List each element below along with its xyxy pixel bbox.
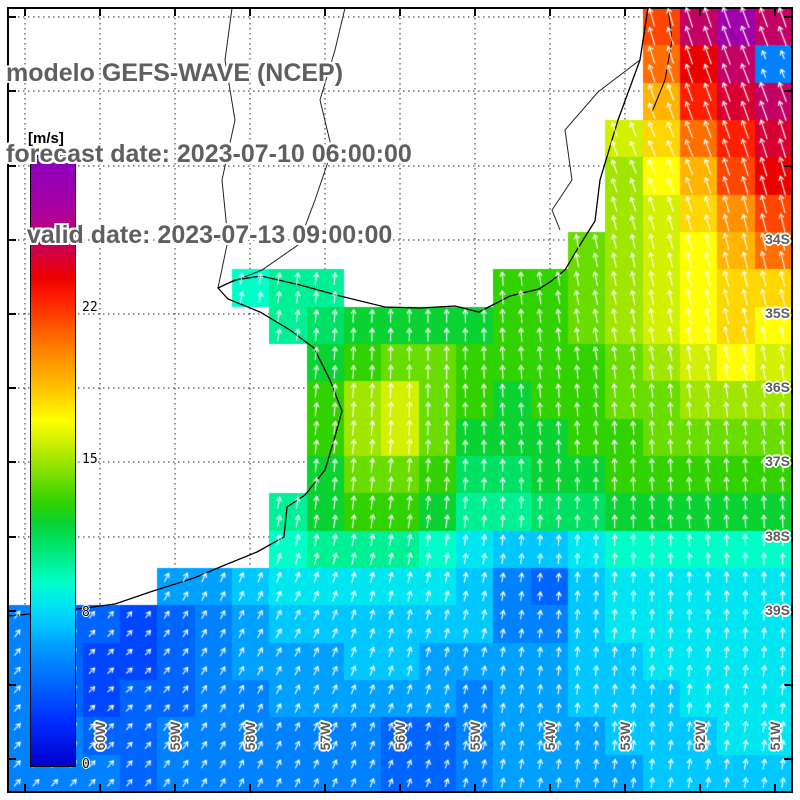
colorbar-tick-label: 15 [82,452,98,467]
colorbar [30,155,76,767]
lon-label: 59W [167,721,183,751]
lon-label: 60W [92,721,108,751]
colorbar-tick-label: 8 [82,604,90,620]
colorbar-tick-label: 0 [82,757,90,772]
lat-label: 35S [765,305,790,321]
lat-label: 38S [765,528,790,544]
title-block: modelo GEFS-WAVE (NCEP) forecast date: 2… [6,6,412,303]
colorbar-unit-label: [m/s] [28,130,64,147]
lat-label: 36S [765,379,790,395]
colorbar-tick-label: 22 [82,299,98,315]
lat-label: 39S [765,602,790,618]
lon-label: 54W [542,721,558,751]
lon-label: 53W [617,721,633,751]
lon-label: 58W [242,721,258,751]
lon-label: 57W [317,721,333,751]
colorbar-tick-label: 30 [82,147,98,162]
lon-label: 51W [767,721,783,751]
lon-label: 56W [392,721,408,751]
valid-date: valid date: 2023-07-13 09:00:00 [6,221,393,249]
lon-label: 55W [467,721,483,751]
lat-label: 37S [765,453,790,469]
model-title: modelo GEFS-WAVE (NCEP) [6,59,344,87]
lon-label: 52W [692,721,708,751]
lat-label: 34S [765,231,790,247]
forecast-date: forecast date: 2023-07-10 06:00:00 [6,140,412,168]
